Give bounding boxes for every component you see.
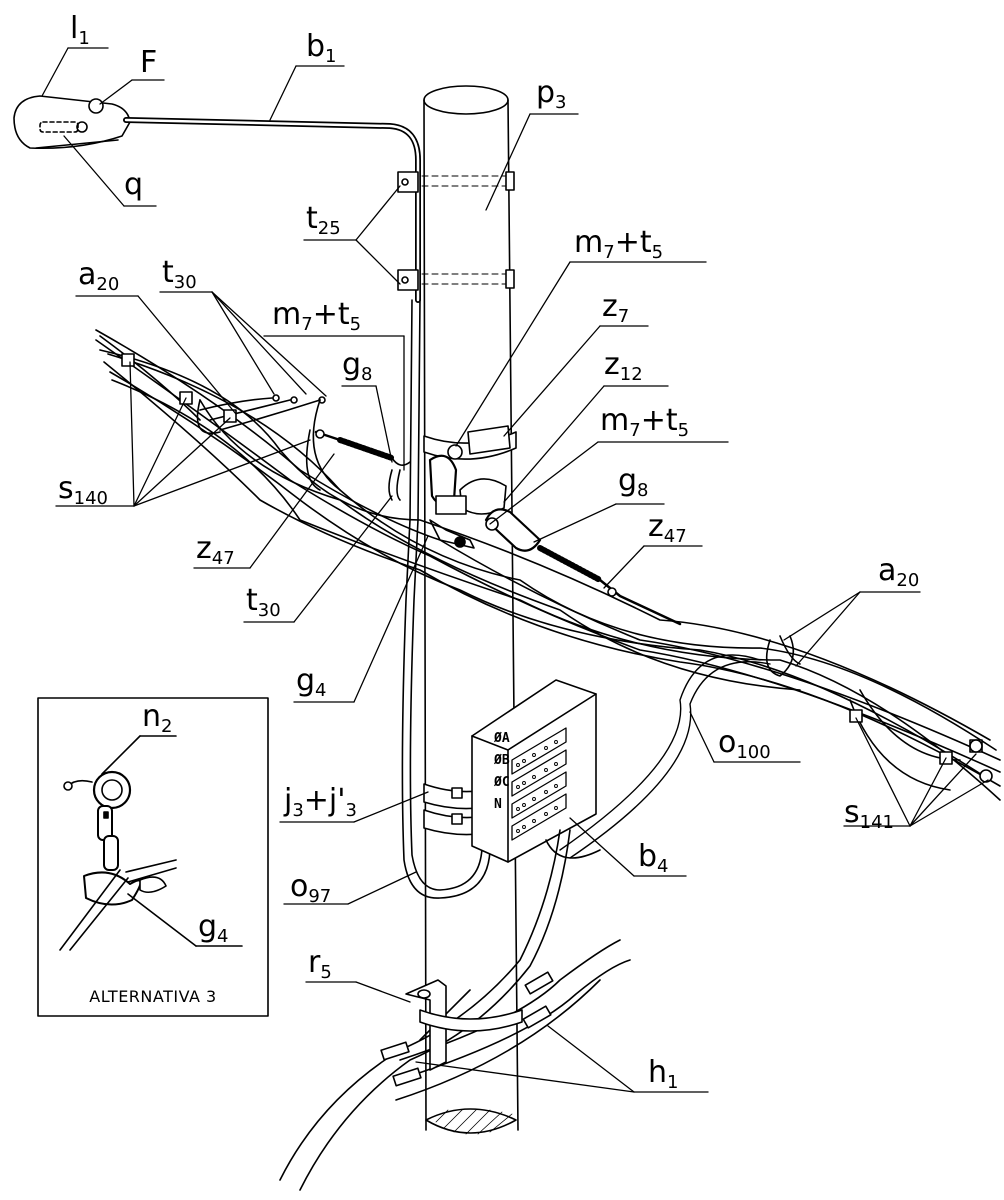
label-s140: s140 xyxy=(58,471,108,509)
label-m7t5-right: m7+t5 xyxy=(600,403,689,441)
label-t30-top: t30 xyxy=(162,255,197,293)
label-b1: b1 xyxy=(306,29,337,67)
label-p3: p3 xyxy=(536,75,567,113)
label-r5: r5 xyxy=(308,945,332,983)
label-z47-left: z47 xyxy=(196,531,235,569)
label-g8-right: g8 xyxy=(618,463,649,501)
label-o100: o100 xyxy=(718,725,771,763)
label-h1: h1 xyxy=(648,1055,678,1093)
upper-fittings xyxy=(423,425,542,552)
bracket-r5 xyxy=(405,979,523,1071)
connectors-h1 xyxy=(380,971,554,1087)
box-row-label-a: ØA xyxy=(493,731,510,746)
label-t25: t25 xyxy=(306,201,341,239)
label-a20-right: a20 xyxy=(878,553,919,591)
cable-ties-s140 xyxy=(121,353,237,435)
label-m7t5-left: m7+t5 xyxy=(272,297,361,335)
leader-lines xyxy=(41,47,989,1093)
drawing xyxy=(13,47,1001,1191)
label-t30-bottom: t30 xyxy=(246,583,281,621)
labels: l1 F b1 p3 q t25 a20 t30 m7+t5 m7+t5 z7 … xyxy=(58,11,919,1093)
box-row-label-n: N xyxy=(494,797,502,812)
inset-caption: ALTERNATIVA 3 xyxy=(89,987,216,1006)
label-l1: l1 xyxy=(70,11,90,49)
inset-alternative-3 xyxy=(37,697,269,1017)
label-g8-left: g8 xyxy=(342,347,373,385)
label-g4: g4 xyxy=(296,663,327,701)
box-row-label-b: ØB xyxy=(493,753,510,768)
bracket-clamps xyxy=(397,171,515,291)
label-z12: z12 xyxy=(604,347,643,385)
service-cable-ends xyxy=(199,394,401,501)
label-j3: j3+j'3 xyxy=(283,783,357,821)
service-drops xyxy=(279,829,631,1191)
inset-label-g4: g4 xyxy=(198,909,229,947)
label-m7t5-top: m7+t5 xyxy=(574,225,663,263)
label-o97: o97 xyxy=(290,869,331,907)
distribution-box xyxy=(471,679,597,863)
cable-ties-s141 xyxy=(765,635,993,783)
luminaire xyxy=(13,95,131,150)
label-b4: b4 xyxy=(638,839,669,877)
label-F: F xyxy=(140,45,157,80)
label-z7: z7 xyxy=(602,289,629,327)
label-z47-right: z47 xyxy=(648,509,687,547)
box-row-label-c: ØC xyxy=(493,775,510,790)
label-s141: s141 xyxy=(844,795,894,833)
label-a20-left: a20 xyxy=(78,257,119,295)
downlead-cables xyxy=(401,299,493,899)
label-q: q xyxy=(124,167,143,202)
inset-label-n2: n2 xyxy=(142,699,172,737)
